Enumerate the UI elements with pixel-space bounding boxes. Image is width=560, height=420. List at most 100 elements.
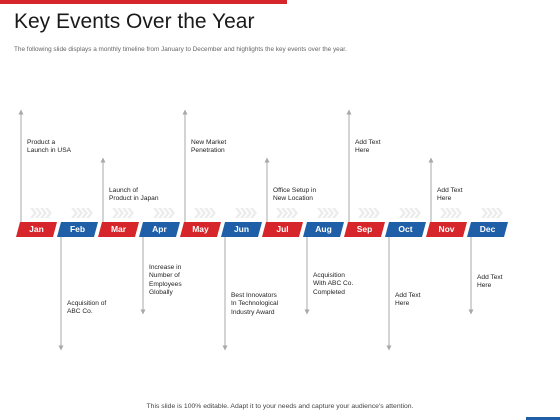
corner-accent [526,417,560,420]
month-segment-jun [221,222,262,237]
event-label-line: In Technological [231,300,279,308]
chevron-mark [358,208,365,218]
event-label-line: Here [395,300,410,308]
chevron-mark [373,208,380,218]
chevron-mark [235,208,242,218]
month-label-dec: Dec [479,224,496,234]
chevron-mark [368,208,375,218]
chevron-mark [199,208,206,218]
month-label-oct: Oct [398,224,413,234]
event-label-line: Acquisition [313,272,345,279]
month-segment-dec [467,222,508,237]
chevron-mark [112,208,119,218]
event-label-line: Product a [27,139,56,146]
event-label-line: Launch in USA [27,147,71,155]
chevron-mark [204,208,211,218]
event-label-line: Add Text [477,274,503,281]
chevron-mark [363,208,370,218]
chevron-mark [163,208,170,218]
chevron-mark [291,208,298,218]
month-segment-may [180,222,221,237]
chevron-mark [332,208,339,218]
chevron-mark [496,208,503,218]
event-label-line: Add Text [437,187,463,194]
chevron-mark [327,208,334,218]
event-label-line: Add Text [395,292,421,299]
chevron-mark [40,208,47,218]
month-label-feb: Feb [69,224,86,234]
month-segment-nov [426,222,467,237]
chevron-mark [86,208,93,218]
chevron-mark [317,208,324,218]
chevron-mark [81,208,88,218]
month-segment-feb [57,222,98,237]
month-label-jul: Jul [276,224,289,234]
event-label-line: Here [355,147,370,155]
event-label-feb: Acquisition of ABC Co. [67,300,106,317]
month-label-apr: Apr [152,224,167,234]
chevron-mark [153,208,160,218]
event-label-line: Completed [313,288,345,296]
chevron-mark [122,208,129,218]
event-label-line: New Location [273,195,313,203]
chevron-mark [45,208,52,218]
month-segment-apr [139,222,180,237]
event-label-apr: Increase in Number of Employees Globally [149,264,182,298]
event-label-line: New Market [191,139,227,146]
event-label-line: Number of [149,272,180,280]
chevron-mark [445,208,452,218]
chevron-mark [209,208,216,218]
event-label-mar: Launch of Product in Japan [109,187,159,204]
event-label-nov: Add Text Here [437,187,463,204]
chevron-mark [71,208,78,218]
chevron-mark [30,208,37,218]
event-label-dec: Add Text Here [477,274,503,291]
accent-bar [0,0,287,4]
month-label-aug: Aug [315,224,332,234]
event-label-line: Increase in [149,264,182,271]
month-segment-aug [303,222,344,237]
chevron-mark [194,208,201,218]
month-segment-jan [16,222,57,237]
event-label-line: With ABC Co. [313,280,354,288]
chevron-mark [414,208,421,218]
month-segment-jul [262,222,303,237]
month-label-may: May [192,224,209,234]
month-segment-sep [344,222,385,237]
chevron-mark [491,208,498,218]
month-segment-oct [385,222,426,237]
event-label-jan: Product a Launch in USA [27,139,71,156]
event-label-may: New Market Penetration [191,139,226,156]
event-label-line: Launch of [109,187,138,194]
chevron-mark [409,208,416,218]
event-label-aug: Acquisition With ABC Co. Completed [313,272,353,297]
month-label-nov: Nov [438,224,455,234]
month-label-mar: Mar [110,224,127,234]
slide-subtitle: The following slide displays a monthly t… [14,46,347,53]
chevron-mark [127,208,134,218]
chevron-mark [76,208,83,218]
chevron-mark [281,208,288,218]
chevron-mark [322,208,329,218]
chevron-mark [286,208,293,218]
chevron-mark [35,208,42,218]
chevron-mark [117,208,124,218]
chevron-mark [158,208,165,218]
event-label-line: Best Innovators [231,292,277,299]
event-label-line: Industry Award [231,308,275,316]
chevron-mark [440,208,447,218]
chevron-mark [455,208,462,218]
event-label-line: Product in Japan [109,195,159,203]
slide-title: Key Events Over the Year [14,10,255,33]
month-segment-mar [98,222,139,237]
chevron-mark [250,208,257,218]
event-label-line: Globally [149,289,173,297]
chevron-mark [168,208,175,218]
chevron-mark [276,208,283,218]
event-label-sep: Add Text Here [355,139,381,156]
event-label-line: Add Text [355,139,381,146]
chevron-mark [245,208,252,218]
event-label-line: ABC Co. [67,308,93,316]
event-label-line: Employees [149,280,182,288]
